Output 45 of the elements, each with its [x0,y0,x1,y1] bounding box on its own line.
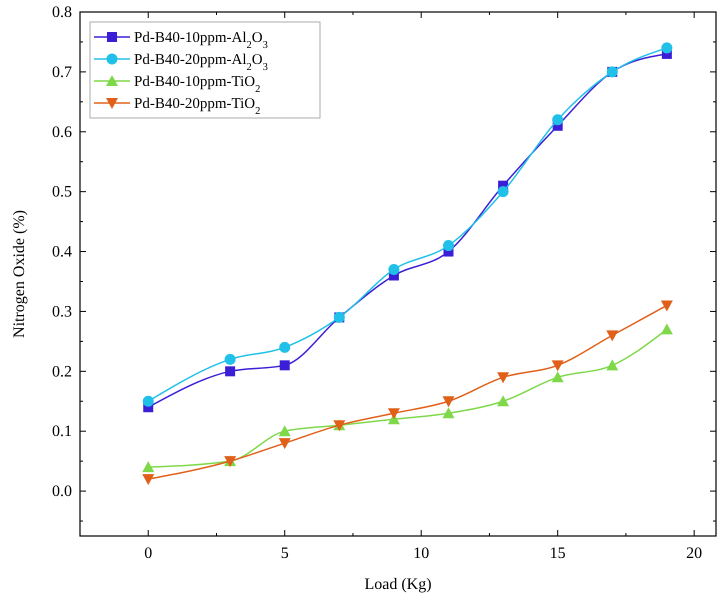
legend-label: Pd-B40-10ppm-Al$_{2}$O$_{3}$ [134,30,268,50]
point [279,342,290,353]
x-axis-title: Load (Kg) [364,576,432,593]
x-tick-label: 0 [144,545,152,562]
y-tick-label: 0.5 [52,184,72,201]
point [443,240,454,252]
y-tick-label: 0.4 [52,244,72,261]
point [498,186,509,198]
point [661,42,672,54]
point [388,264,400,276]
point [552,360,564,372]
legend-label: Pd-B40-20ppm-Al$_{2}$O$_{3}$ [134,52,268,72]
y-tick-label: 0.3 [52,303,72,320]
point [497,372,510,384]
point [142,461,154,472]
point [442,396,454,408]
x-tick-label: 20 [686,545,702,562]
x-tick-label: 10 [413,545,430,562]
x-tick-label: 5 [280,545,289,562]
point [388,408,400,420]
y-tick-label: 0.6 [52,124,72,141]
legend-label: Pd-B40-20ppm-TiO$_{2}$ [134,96,260,116]
point [552,371,564,382]
point [497,395,510,406]
point [142,396,154,407]
point [278,438,291,450]
x-tick-label: 15 [550,545,566,562]
point [442,407,454,418]
y-tick-label: 0.2 [52,363,72,380]
y-tick-label: 0.0 [52,483,72,500]
point [224,354,236,365]
y-tick-label: 0.8 [52,4,72,21]
point [606,330,618,342]
point [606,359,618,370]
point [552,114,564,126]
y-tick-label: 0.1 [52,423,72,440]
y-tick-label: 0.7 [52,64,72,81]
point [225,366,236,376]
point [280,360,290,370]
point [278,425,291,436]
legend-label: Pd-B40-10ppm-TiO$_{2}$ [134,74,260,94]
point [660,323,673,334]
y-axis-title: Nitrogen Oxide (%) [11,210,28,338]
point [660,300,673,312]
point [142,474,154,486]
